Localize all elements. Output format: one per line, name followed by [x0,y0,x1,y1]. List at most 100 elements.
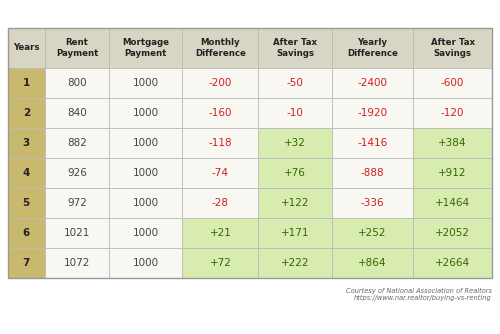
Text: -28: -28 [212,198,229,208]
Bar [182,28,258,68]
Bar [332,68,413,98]
Bar [332,158,413,188]
Bar [44,68,110,98]
Bar [8,28,492,278]
Bar [413,188,492,218]
Bar [44,188,110,218]
Text: 1000: 1000 [133,138,159,148]
Text: 800: 800 [67,78,87,88]
Bar [258,98,332,128]
Bar [44,218,110,248]
Text: +864: +864 [358,258,386,268]
Bar [413,68,492,98]
Text: 1000: 1000 [133,258,159,268]
Text: Monthly
Difference: Monthly Difference [195,38,246,58]
Bar [332,248,413,278]
Bar [413,28,492,68]
Bar [8,128,44,158]
Bar [110,28,182,68]
Text: 1000: 1000 [133,228,159,238]
Bar [332,98,413,128]
Text: +21: +21 [210,228,232,238]
Bar [8,98,44,128]
Text: 1000: 1000 [133,108,159,118]
Text: After Tax
Savings: After Tax Savings [430,38,474,58]
Text: +252: +252 [358,228,386,238]
Bar [258,28,332,68]
Text: +912: +912 [438,168,467,178]
Bar [258,68,332,98]
Bar [110,158,182,188]
Bar [110,98,182,128]
Text: 7: 7 [22,258,30,268]
Bar [182,98,258,128]
Bar [182,158,258,188]
Text: 1021: 1021 [64,228,90,238]
Text: +171: +171 [281,228,310,238]
Bar [44,248,110,278]
Bar [110,128,182,158]
Text: 4: 4 [22,168,30,178]
Text: 972: 972 [67,198,87,208]
Bar [110,248,182,278]
Bar [8,248,44,278]
Bar [258,128,332,158]
Text: 926: 926 [67,168,87,178]
Text: 6: 6 [22,228,30,238]
Bar [8,68,44,98]
Text: 3: 3 [22,138,30,148]
Bar [182,128,258,158]
Text: 882: 882 [67,138,87,148]
Bar [332,128,413,158]
Bar [413,128,492,158]
Text: 840: 840 [67,108,87,118]
Text: 1000: 1000 [133,78,159,88]
Text: +384: +384 [438,138,467,148]
Bar [110,68,182,98]
Bar [110,188,182,218]
Text: Yearly
Difference: Yearly Difference [347,38,398,58]
Text: -888: -888 [360,168,384,178]
Bar [413,158,492,188]
Text: 2: 2 [22,108,30,118]
Bar [258,218,332,248]
Text: +222: +222 [281,258,310,268]
Text: -160: -160 [208,108,232,118]
Text: 5: 5 [22,198,30,208]
Text: +72: +72 [210,258,232,268]
Text: +76: +76 [284,168,306,178]
Text: -50: -50 [286,78,304,88]
Bar [332,218,413,248]
Bar [44,128,110,158]
Bar [332,28,413,68]
Text: -600: -600 [441,78,464,88]
Text: -1416: -1416 [358,138,388,148]
Text: -120: -120 [441,108,464,118]
Bar [8,218,44,248]
Bar [182,188,258,218]
Text: -1920: -1920 [358,108,388,118]
Text: -118: -118 [208,138,233,148]
Text: After Tax
Savings: After Tax Savings [273,38,317,58]
Bar [8,158,44,188]
Text: +32: +32 [284,138,306,148]
Bar [182,218,258,248]
Bar [8,188,44,218]
Text: -10: -10 [286,108,304,118]
Text: +2664: +2664 [435,258,470,268]
Text: +1464: +1464 [435,198,470,208]
Bar [182,68,258,98]
Bar [413,218,492,248]
Bar [258,248,332,278]
Text: Courtesy of National Association of Realtors
https://www.nar.realtor/buying-vs-r: Courtesy of National Association of Real… [346,288,492,301]
Bar [110,218,182,248]
Text: +2052: +2052 [435,228,470,238]
Text: 1000: 1000 [133,168,159,178]
Text: 1000: 1000 [133,198,159,208]
Bar [44,158,110,188]
Text: 1: 1 [22,78,30,88]
Bar [258,158,332,188]
Text: 1072: 1072 [64,258,90,268]
Text: -336: -336 [360,198,384,208]
Bar [332,188,413,218]
